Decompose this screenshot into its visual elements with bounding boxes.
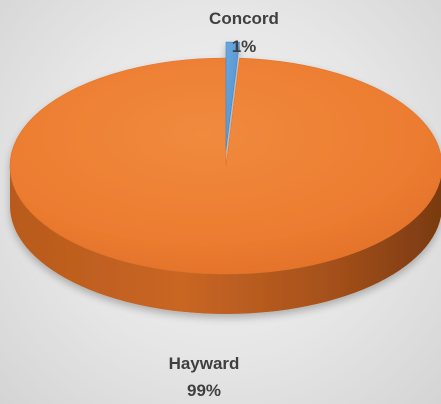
pie-slice-hayward <box>9 57 441 275</box>
slice-label-hayward-name: Hayward <box>169 354 240 373</box>
slice-label-concord-name: Concord <box>209 9 279 28</box>
slice-label-hayward-percent: 99% <box>187 381 221 400</box>
pie-group <box>9 41 441 314</box>
pie-slice-concord <box>225 41 240 151</box>
slice-label-concord-percent: 1% <box>232 37 257 56</box>
pie-slice-side-hayward <box>10 166 441 314</box>
